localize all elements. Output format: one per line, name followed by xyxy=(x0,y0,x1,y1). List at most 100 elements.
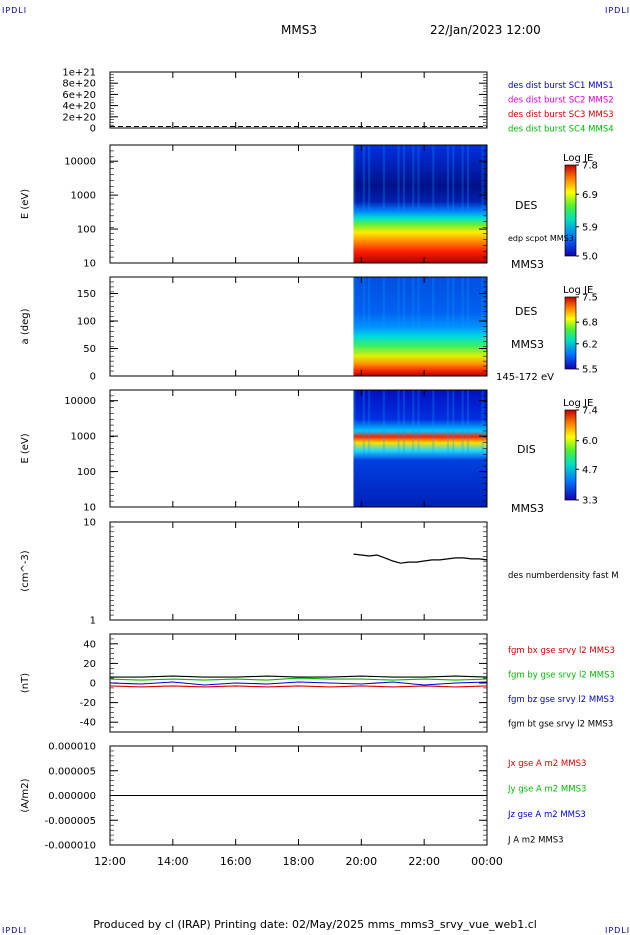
panel-2-spectrogram-streak xyxy=(432,277,435,332)
panel-3-y-tick-label: 1000 xyxy=(71,432,96,443)
current-density-legend-entry: Jx gse A m2 MMS3 xyxy=(507,759,586,769)
panel-3-spectrogram-streak xyxy=(362,390,365,455)
panel-3-spectrogram-streak xyxy=(402,390,405,455)
panel-2-y-tick-label: 0 xyxy=(90,372,96,383)
corner-label-top-left: IPDLI xyxy=(2,6,28,15)
panel-2-spectrogram-streak xyxy=(481,277,484,332)
panel-6-y-tick-label: 0.000010 xyxy=(48,742,96,753)
panel-6-y-tick-label: -0.000010 xyxy=(45,841,96,852)
magnetic-field-legend-entry: fgm by gse srvy l2 MMS3 xyxy=(508,671,615,681)
panel-2-colorbar-tick-label: 6.8 xyxy=(582,318,598,329)
panel-2-spectrogram-streak xyxy=(353,277,356,332)
panel-2-spectrogram-streak xyxy=(362,277,365,332)
panel-3-spectrogram-streak xyxy=(417,390,420,455)
panel-1-colorbar xyxy=(564,164,577,257)
density-legend-entry: des numberdensity fast M xyxy=(508,571,619,581)
datetime-title: 22/Jan/2023 12:00 xyxy=(430,23,541,37)
panel-2-spectrogram-streak xyxy=(412,277,415,332)
panel-3-colorbar-tick-label: 3.3 xyxy=(582,496,598,507)
panel-0-y-tick-label: 4e+20 xyxy=(62,101,96,112)
panel-2-spectrogram-streak xyxy=(402,277,405,332)
panel-5-frame xyxy=(109,633,488,733)
panel-2-spectrogram-streak xyxy=(466,277,469,332)
corner-label-bottom-right: IPDLI xyxy=(605,926,630,935)
panel-3-spectrogram-streak xyxy=(353,390,356,455)
current-density-legend-entry: J A m2 MMS3 xyxy=(507,836,564,846)
x-axis-tick-label: 14:00 xyxy=(157,855,189,868)
panel-5-y-tick-label: 40 xyxy=(83,639,96,650)
distribution-legend-entry: des dist burst SC1 MMS1 xyxy=(508,81,614,91)
des-pitch-instrument-label: DES xyxy=(515,305,537,318)
panel-3-spectrogram-streak xyxy=(446,390,449,455)
panel-1-y-tick-label: 1000 xyxy=(71,191,96,202)
panel-0-frame xyxy=(109,71,488,129)
panel-0-y-tick-label: 2e+20 xyxy=(62,112,96,123)
panel-2-colorbar-tick-label: 5.5 xyxy=(582,365,598,376)
panel-2-spectrogram-streak xyxy=(382,277,385,332)
panel-1-spectrogram-streak xyxy=(382,145,385,210)
panel-1-spectrogram-streak xyxy=(452,145,455,210)
panel-1-y-tick-label: 10000 xyxy=(64,157,96,168)
x-axis-tick-label: 20:00 xyxy=(345,855,377,868)
panel-3-spectrogram-streak xyxy=(412,390,415,455)
panel-1-spectrogram-streak xyxy=(432,145,435,210)
panel-5-y-tick-label: -20 xyxy=(80,698,96,709)
panel-6-y-tick-label: -0.000005 xyxy=(45,816,96,827)
panel-2-y-tick-label: 150 xyxy=(77,289,96,300)
magnetic-field-legend-entry: fgm bx gse srvy l2 MMS3 xyxy=(508,646,615,656)
panel-2-y-tick-label: 100 xyxy=(77,317,96,328)
panel-1-colorbar-tick-label: 6.9 xyxy=(582,190,598,201)
panel-3-spectrogram-streak xyxy=(466,390,469,455)
panel-2-spectrogram-streak xyxy=(417,277,420,332)
panel-2-y-tick-label: 50 xyxy=(83,344,96,355)
panel-3-colorbar-tick-label: 6.0 xyxy=(582,436,598,447)
x-axis-tick-label: 16:00 xyxy=(220,855,252,868)
panel-3-spectrogram-streak xyxy=(461,390,464,455)
panel-3-spectrogram-streak xyxy=(397,390,400,455)
des-pitch-spacecraft-label: MMS3 xyxy=(511,338,544,351)
panel-3-spectrogram-fill xyxy=(353,390,487,507)
panel-3-spectrogram-streak xyxy=(382,390,385,455)
distribution-legend-entry: des dist burst SC2 MMS2 xyxy=(508,96,614,106)
panel-3-y-tick-label: 100 xyxy=(77,467,96,478)
panel-4-y-tick-label: 10 xyxy=(83,518,96,529)
panel-2-spectrogram-streak xyxy=(368,277,371,332)
x-axis-tick-label: 22:00 xyxy=(408,855,440,868)
panel-1-spectrogram-streak xyxy=(368,145,371,210)
magnetic-field-legend-entry: fgm bz gse srvy l2 MMS3 xyxy=(508,695,614,705)
panel-2-spectrogram-streak xyxy=(461,277,464,332)
x-axis-tick-label: 00:00 xyxy=(471,855,503,868)
panel-6-y-tick-label: 0.000005 xyxy=(48,766,96,777)
panel-4-frame xyxy=(109,521,488,621)
panel-2-spectrogram-streak xyxy=(446,277,449,332)
panel-2-colorbar xyxy=(564,296,577,370)
panel-3-y-axis-label: E (eV) xyxy=(20,433,31,463)
magnetic-field-series-line xyxy=(109,681,488,686)
panel-2-colorbar-title: Log JE xyxy=(563,285,593,296)
magnetic-field-series-line xyxy=(110,675,488,678)
panel-2-spectrogram-streak xyxy=(452,277,455,332)
magnetic-field-series-line xyxy=(109,677,488,681)
panel-0-y-tick-label: 0 xyxy=(90,124,96,135)
corner-label-bottom-left: IPDLI xyxy=(2,926,28,935)
pitch-energy-range-label: 145-172 eV xyxy=(496,372,554,383)
panel-0-y-tick-label: 8e+20 xyxy=(62,79,96,90)
current-density-legend-entry: Jz gse A m2 MMS3 xyxy=(507,810,586,820)
panel-5-y-tick-label: -40 xyxy=(80,718,96,729)
panel-3-colorbar-tick-label: 4.7 xyxy=(582,465,598,476)
panel-3-y-tick-label: 10000 xyxy=(64,396,96,407)
panel-1-y-tick-label: 100 xyxy=(77,225,96,236)
panel-1-spectrogram-streak xyxy=(362,145,365,210)
panel-1-spectrogram-fill xyxy=(353,145,487,263)
des-energy-spacecraft-label: MMS3 xyxy=(511,258,544,271)
panel-4-y-tick-label: 1 xyxy=(90,616,96,627)
panel-5-y-tick-label: 20 xyxy=(83,659,96,670)
panel-1-spectrogram-streak xyxy=(466,145,469,210)
panel-2-spectrogram-streak xyxy=(397,277,400,332)
panel-1-spectrogram-streak xyxy=(461,145,464,210)
panel-0-y-tick-label: 1e+21 xyxy=(62,68,96,79)
footer-credit: Produced by cl (IRAP) Printing date: 02/… xyxy=(93,918,537,931)
panel-1-y-axis-label: E (eV) xyxy=(20,189,31,219)
panel-1-y-tick-label: 10 xyxy=(83,259,96,270)
panel-1-colorbar-tick-label: 5.0 xyxy=(582,252,598,263)
